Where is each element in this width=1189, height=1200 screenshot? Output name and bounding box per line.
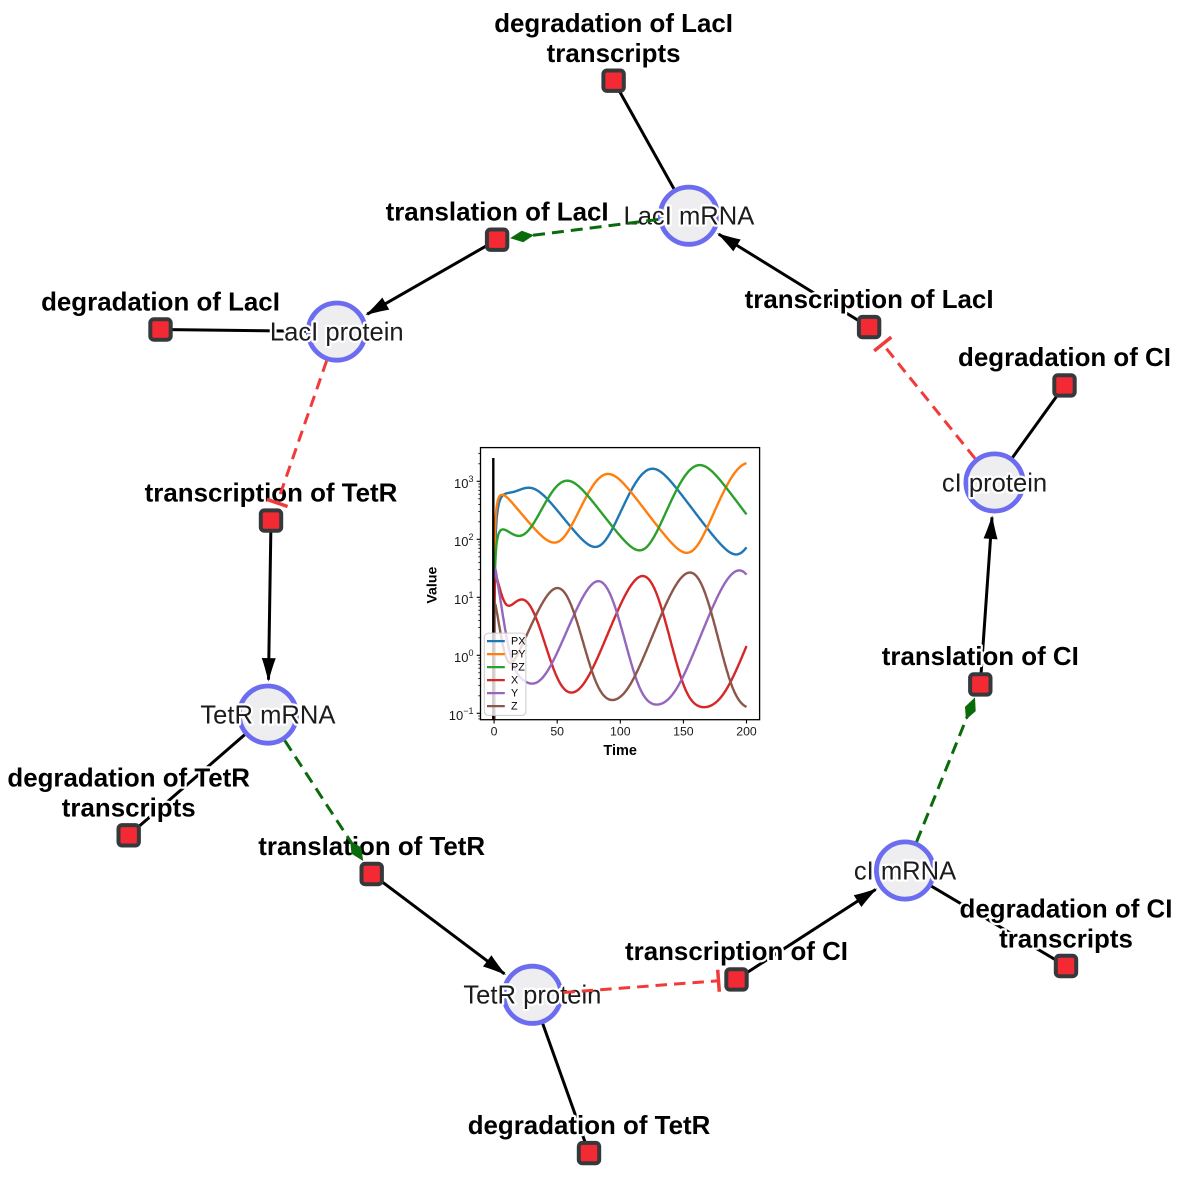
svg-text:PY: PY bbox=[511, 649, 525, 661]
svg-text:degradation of CI: degradation of CI bbox=[958, 344, 1171, 372]
svg-text:TetR mRNA: TetR mRNA bbox=[200, 701, 336, 729]
svg-text:0: 0 bbox=[491, 725, 498, 739]
svg-text:transcripts: transcripts bbox=[999, 925, 1133, 953]
svg-text:transcripts: transcripts bbox=[547, 40, 681, 68]
svg-text:PZ: PZ bbox=[511, 662, 525, 674]
svg-text:50: 50 bbox=[550, 725, 564, 739]
svg-text:transcription of LacI: transcription of LacI bbox=[745, 286, 994, 314]
svg-text:Y: Y bbox=[511, 688, 518, 700]
svg-text:transcription of TetR: transcription of TetR bbox=[145, 479, 398, 507]
svg-text:TetR protein: TetR protein bbox=[463, 982, 601, 1010]
svg-text:Time: Time bbox=[603, 743, 637, 759]
svg-text:X: X bbox=[511, 675, 518, 687]
svg-text:150: 150 bbox=[673, 725, 694, 739]
svg-text:cI protein: cI protein bbox=[942, 469, 1047, 497]
svg-text:102: 102 bbox=[454, 532, 473, 549]
svg-text:translation of CI: translation of CI bbox=[882, 643, 1079, 671]
svg-text:transcription of CI: transcription of CI bbox=[625, 938, 848, 966]
svg-text:degradation of CI: degradation of CI bbox=[960, 895, 1173, 923]
svg-text:degradation of LacI: degradation of LacI bbox=[41, 288, 280, 316]
svg-text:translation of LacI: translation of LacI bbox=[386, 199, 609, 227]
svg-text:cI mRNA: cI mRNA bbox=[854, 857, 957, 885]
svg-text:200: 200 bbox=[736, 725, 757, 739]
svg-text:translation of TetR: translation of TetR bbox=[258, 833, 485, 861]
svg-text:103: 103 bbox=[454, 474, 473, 491]
svg-text:Value: Value bbox=[425, 566, 441, 603]
svg-text:100: 100 bbox=[454, 648, 473, 665]
svg-text:LacI protein: LacI protein bbox=[270, 318, 404, 346]
svg-text:101: 101 bbox=[454, 590, 473, 607]
svg-text:100: 100 bbox=[610, 725, 631, 739]
svg-text:PX: PX bbox=[511, 636, 525, 648]
svg-text:degradation of LacI: degradation of LacI bbox=[494, 10, 733, 38]
svg-text:LacI mRNA: LacI mRNA bbox=[623, 203, 755, 231]
svg-text:degradation of TetR: degradation of TetR bbox=[468, 1112, 711, 1140]
svg-text:10−1: 10−1 bbox=[449, 706, 474, 723]
svg-text:degradation of TetR: degradation of TetR bbox=[7, 765, 250, 793]
svg-text:transcripts: transcripts bbox=[62, 795, 196, 823]
svg-text:Z: Z bbox=[511, 701, 518, 713]
